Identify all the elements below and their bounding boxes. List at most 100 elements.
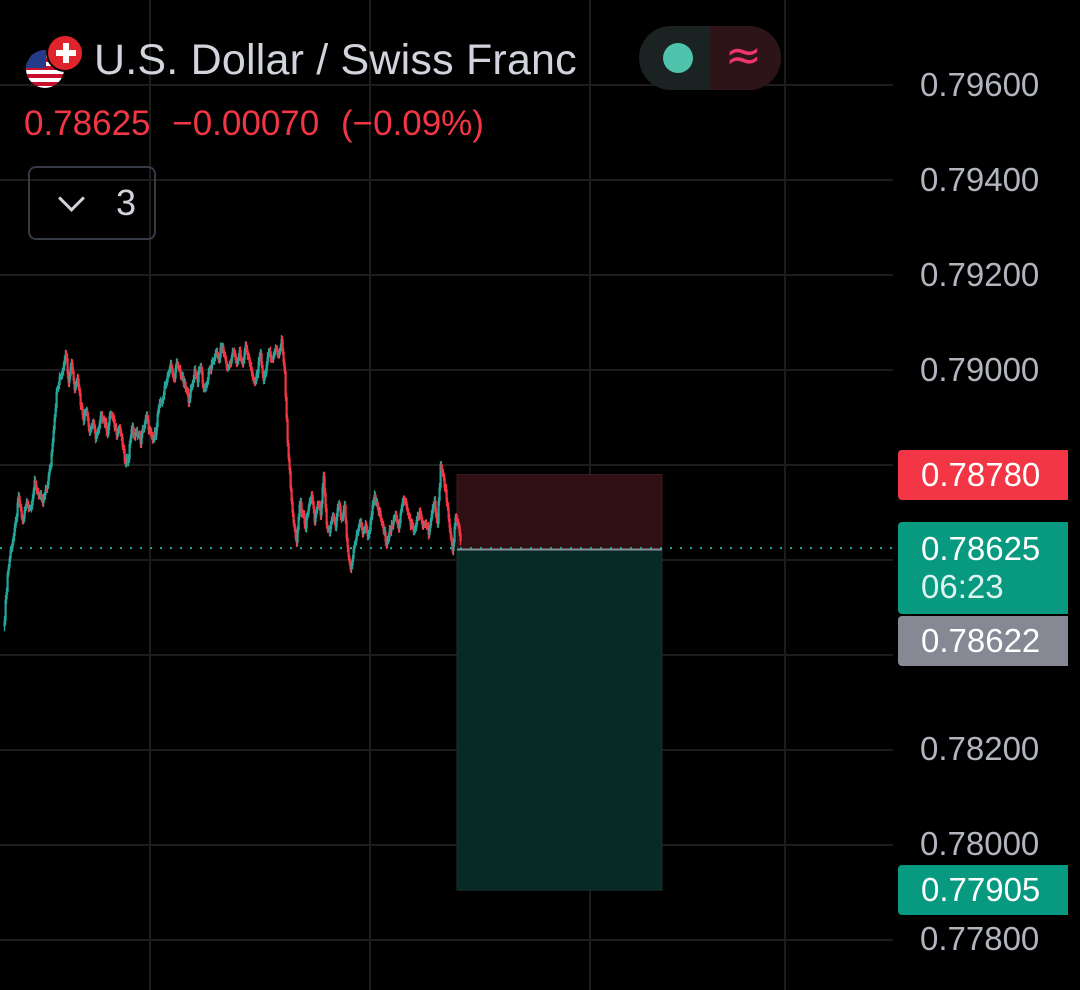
candle-body: [95, 434, 98, 440]
candle-body: [421, 520, 424, 527]
candle-body: [176, 362, 179, 365]
candle-body: [273, 351, 276, 355]
candle-body: [255, 373, 258, 381]
candle-body: [292, 512, 295, 523]
stop-loss-price-tag[interactable]: 0.78780: [898, 450, 1068, 500]
candle-body: [122, 446, 125, 449]
candle-body: [120, 433, 123, 437]
candle-body: [326, 524, 329, 530]
candle-body: [175, 362, 178, 369]
candle-body: [347, 547, 350, 558]
candle-body: [52, 429, 55, 443]
candle-body: [111, 415, 114, 418]
candle-body: [372, 501, 375, 505]
take-profit-zone: [456, 549, 663, 891]
position-tool: [456, 474, 663, 891]
candle-body: [112, 417, 115, 419]
candle-body: [296, 529, 299, 543]
candle-body: [9, 549, 12, 559]
price-quote: 0.78625 −0.00070 (−0.09%): [24, 104, 484, 144]
candle-body: [455, 516, 458, 519]
candle-body: [173, 378, 176, 380]
candle-body: [305, 517, 308, 529]
candle-body: [96, 431, 99, 435]
candle-body: [309, 500, 312, 502]
candlestick-series: [3, 335, 462, 632]
candle-body: [141, 429, 144, 435]
candle-body: [142, 429, 145, 431]
candle-body: [379, 510, 382, 518]
candle-body: [323, 476, 326, 493]
candle-body: [276, 349, 279, 355]
price-tick: 0.77800: [920, 920, 1040, 957]
candle-body: [134, 432, 137, 438]
indicators-collapse-button[interactable]: 3: [28, 166, 156, 240]
candle-body: [381, 522, 384, 525]
market-status-toggle[interactable]: ≈: [639, 26, 781, 90]
candle-body: [450, 535, 453, 543]
candle-body: [165, 382, 168, 385]
candle-body: [297, 516, 300, 530]
candle-body: [440, 464, 443, 469]
candle-body: [48, 468, 51, 476]
candle-body: [398, 522, 401, 529]
candle-body: [201, 370, 204, 384]
candle-body: [363, 529, 366, 531]
candle-body: [242, 359, 245, 365]
candle-body: [140, 434, 143, 444]
candle-body: [205, 384, 208, 389]
price-tick: 0.78200: [920, 730, 1040, 767]
candle-body: [157, 407, 160, 415]
candle-body: [345, 520, 348, 538]
candle-body: [317, 504, 320, 506]
candle-body: [409, 518, 412, 526]
candle-body: [355, 534, 358, 542]
candle-body: [129, 437, 132, 445]
candle-body: [146, 415, 149, 420]
candle-body: [19, 504, 22, 507]
candle-body: [185, 389, 188, 391]
entry-price-tag[interactable]: 0.78622: [898, 616, 1068, 666]
candle-body: [31, 498, 34, 506]
candle-body: [60, 375, 63, 377]
candle-body: [428, 528, 431, 535]
candle-body: [438, 487, 441, 502]
bar-countdown: 06:23: [921, 568, 1004, 605]
candle-body: [219, 347, 222, 358]
candle-body: [218, 357, 221, 360]
candle-body: [453, 526, 456, 543]
candle-body: [370, 515, 373, 521]
candle-body: [448, 518, 451, 528]
candle-body: [230, 357, 233, 364]
candle-body: [240, 357, 243, 362]
last-price-tag[interactable]: 0.78625 06:23: [898, 522, 1068, 614]
candle-body: [206, 380, 209, 385]
take-profit-price-tag[interactable]: 0.77905: [898, 865, 1068, 915]
candle-body: [167, 374, 170, 376]
candle-body: [7, 567, 10, 574]
candle-body: [163, 385, 166, 396]
candle-body: [393, 516, 396, 520]
candle-body: [281, 339, 284, 352]
candle-body: [288, 458, 291, 471]
candle-body: [93, 423, 96, 430]
candle-body: [366, 529, 369, 537]
candle-body: [282, 351, 285, 363]
candle-body: [45, 489, 48, 491]
candle-body: [400, 507, 403, 513]
chevron-down-icon: [60, 191, 84, 215]
candle-body: [149, 430, 152, 433]
candle-body: [168, 368, 171, 375]
candle-body: [35, 484, 38, 491]
candle-body: [376, 501, 379, 507]
candle-body: [342, 509, 345, 517]
candle-body: [74, 384, 77, 391]
candle-body: [284, 370, 287, 397]
candle-body: [164, 383, 167, 386]
candle-body: [290, 488, 293, 502]
candle-body: [412, 525, 415, 533]
symbol-header[interactable]: U.S. Dollar / Swiss Franc: [24, 30, 577, 90]
symbol-title[interactable]: U.S. Dollar / Swiss Franc: [94, 35, 577, 84]
candle-body: [155, 427, 158, 436]
candle-body: [406, 507, 409, 512]
